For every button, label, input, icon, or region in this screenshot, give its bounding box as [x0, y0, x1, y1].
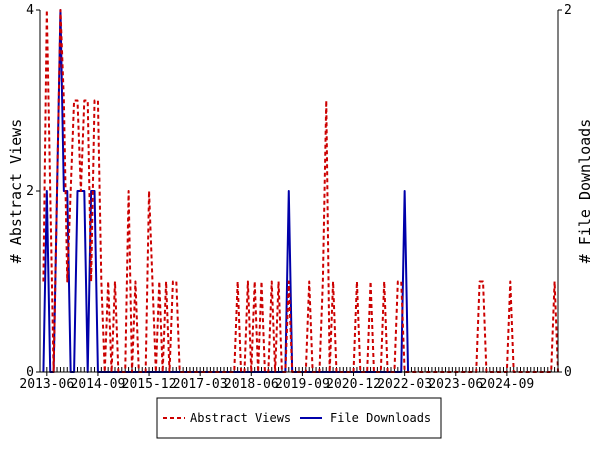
x-tick-label: 2022-03: [377, 377, 432, 392]
x-tick-labels: 2013-062014-092015-122017-032018-062019-…: [19, 372, 534, 392]
right-y-tick-label: 0: [564, 365, 572, 380]
legend-label-abstract-views: Abstract Views: [190, 411, 291, 425]
x-tick-label: 2020-12: [326, 377, 381, 392]
left-y-tick-label: 2: [26, 184, 34, 199]
plot-area: [40, 10, 558, 372]
x-tick-label: 2014-09: [71, 377, 126, 392]
x-tick-label: 2017-03: [173, 377, 228, 392]
x-tick-label: 2019-09: [275, 377, 330, 392]
x-tick-label: 2013-06: [19, 377, 74, 392]
legend-box: [156, 397, 442, 439]
legend: Abstract Views File Downloads: [156, 397, 442, 439]
left-axis-title: # Abstract Views: [7, 119, 25, 264]
left-y-tick-label: 4: [26, 3, 34, 18]
right-axis-title: # File Downloads: [576, 119, 594, 264]
legend-label-file-downloads: File Downloads: [330, 411, 431, 425]
x-tick-label: 2018-06: [224, 377, 279, 392]
x-tick-label: 2015-12: [122, 377, 177, 392]
right-y-tick-label: 2: [564, 3, 572, 18]
x-tick-label: 2023-06: [428, 377, 483, 392]
left-y-tick-label: 0: [26, 365, 34, 380]
x-tick-label: 2024-09: [479, 377, 534, 392]
left-y-ticks: 0 2 4: [26, 3, 40, 380]
right-y-ticks: 02: [558, 3, 572, 380]
